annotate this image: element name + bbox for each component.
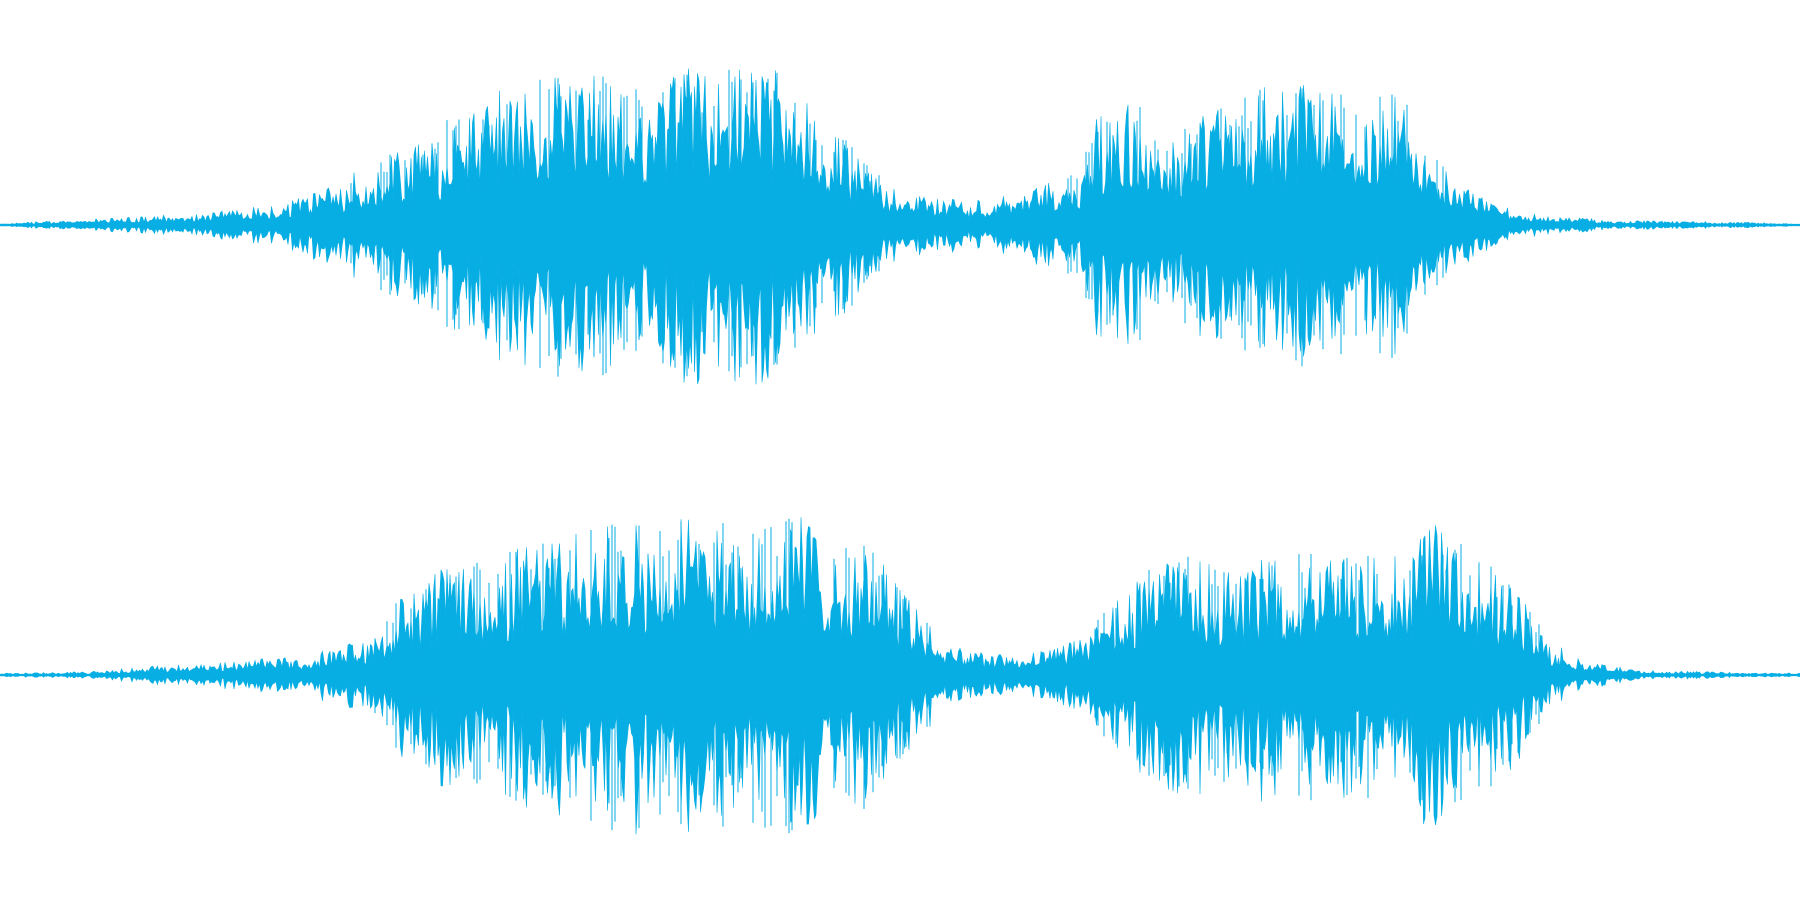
waveform-channel-1 xyxy=(0,68,1800,385)
waveform-channel-2 xyxy=(0,517,1800,835)
